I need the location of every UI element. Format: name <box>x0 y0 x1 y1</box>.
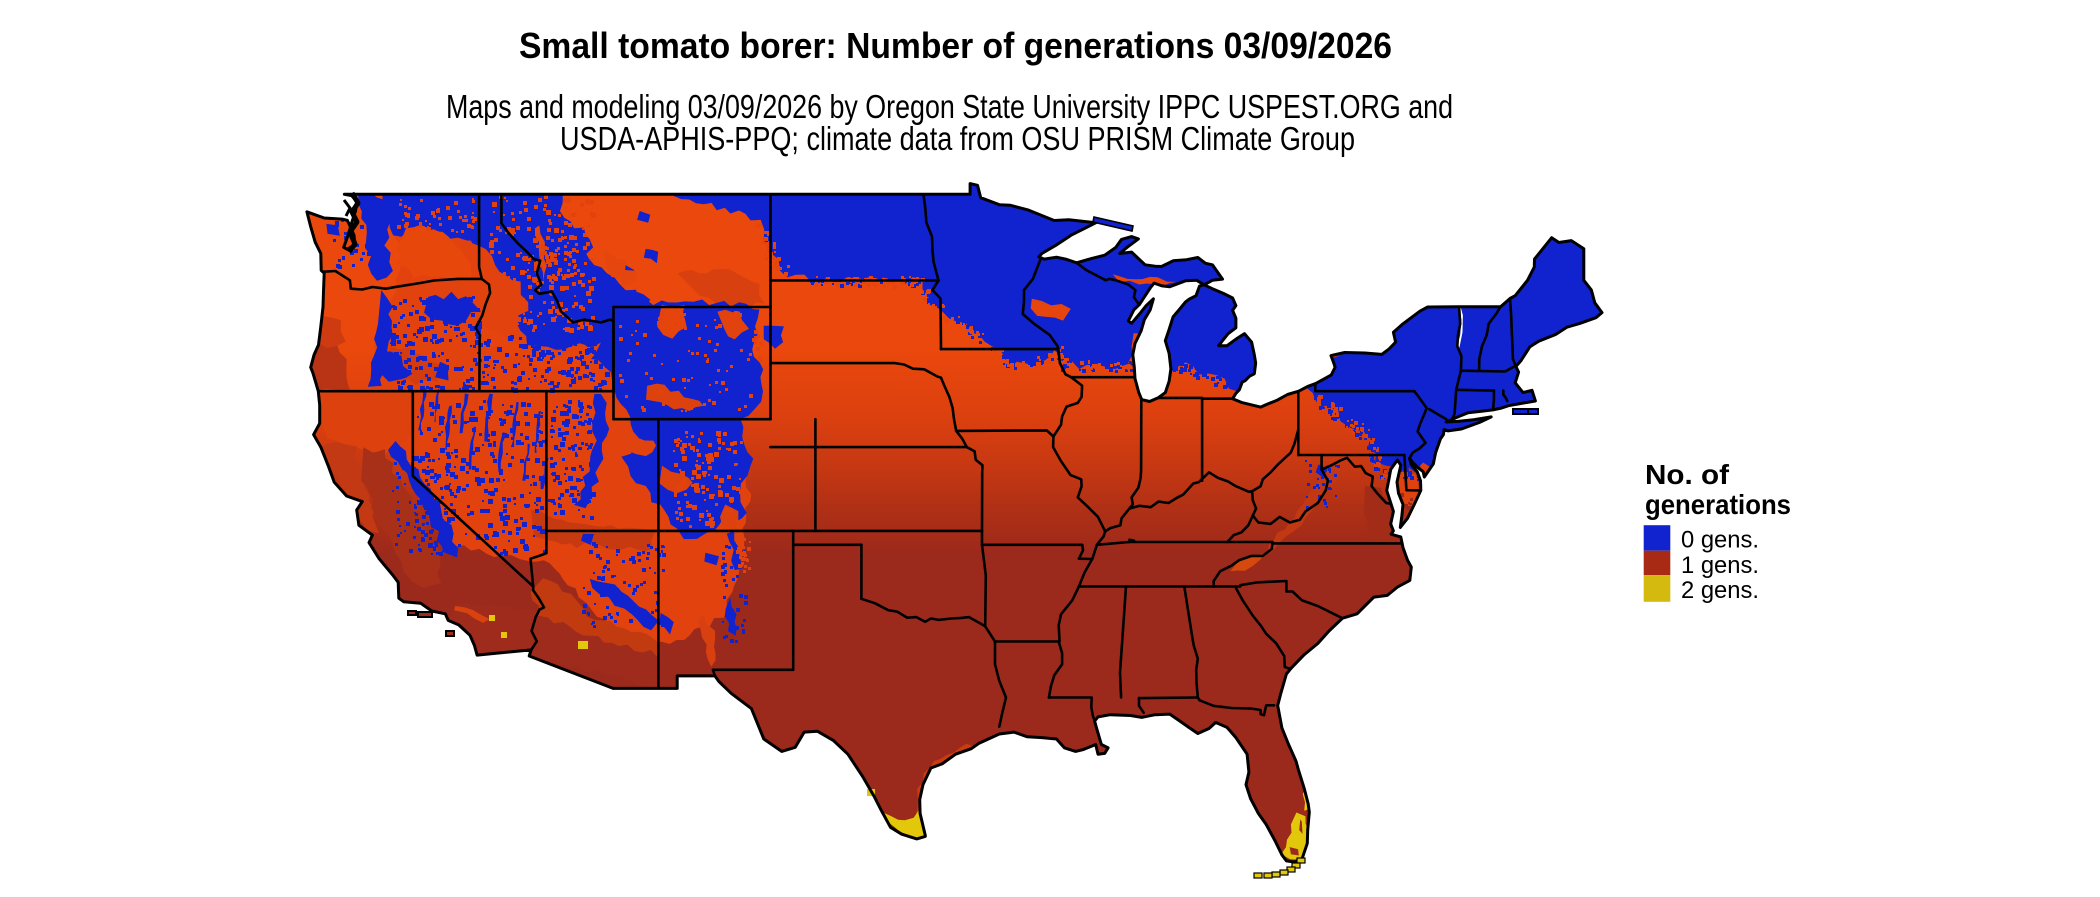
svg-text:No. of: No. of <box>1645 459 1730 490</box>
svg-text:generations: generations <box>1645 489 1791 520</box>
svg-text:0 gens.: 0 gens. <box>1681 527 1759 554</box>
svg-text:1 gens.: 1 gens. <box>1681 552 1759 579</box>
svg-text:USDA-APHIS-PPQ; climate data f: USDA-APHIS-PPQ; climate data from OSU PR… <box>560 120 1355 157</box>
svg-text:Maps and modeling 03/09/2026 b: Maps and modeling 03/09/2026 by Oregon S… <box>446 88 1453 125</box>
svg-text:2 gens.: 2 gens. <box>1681 577 1759 604</box>
svg-text:Small tomato borer: Number of: Small tomato borer: Number of generation… <box>519 25 1392 66</box>
